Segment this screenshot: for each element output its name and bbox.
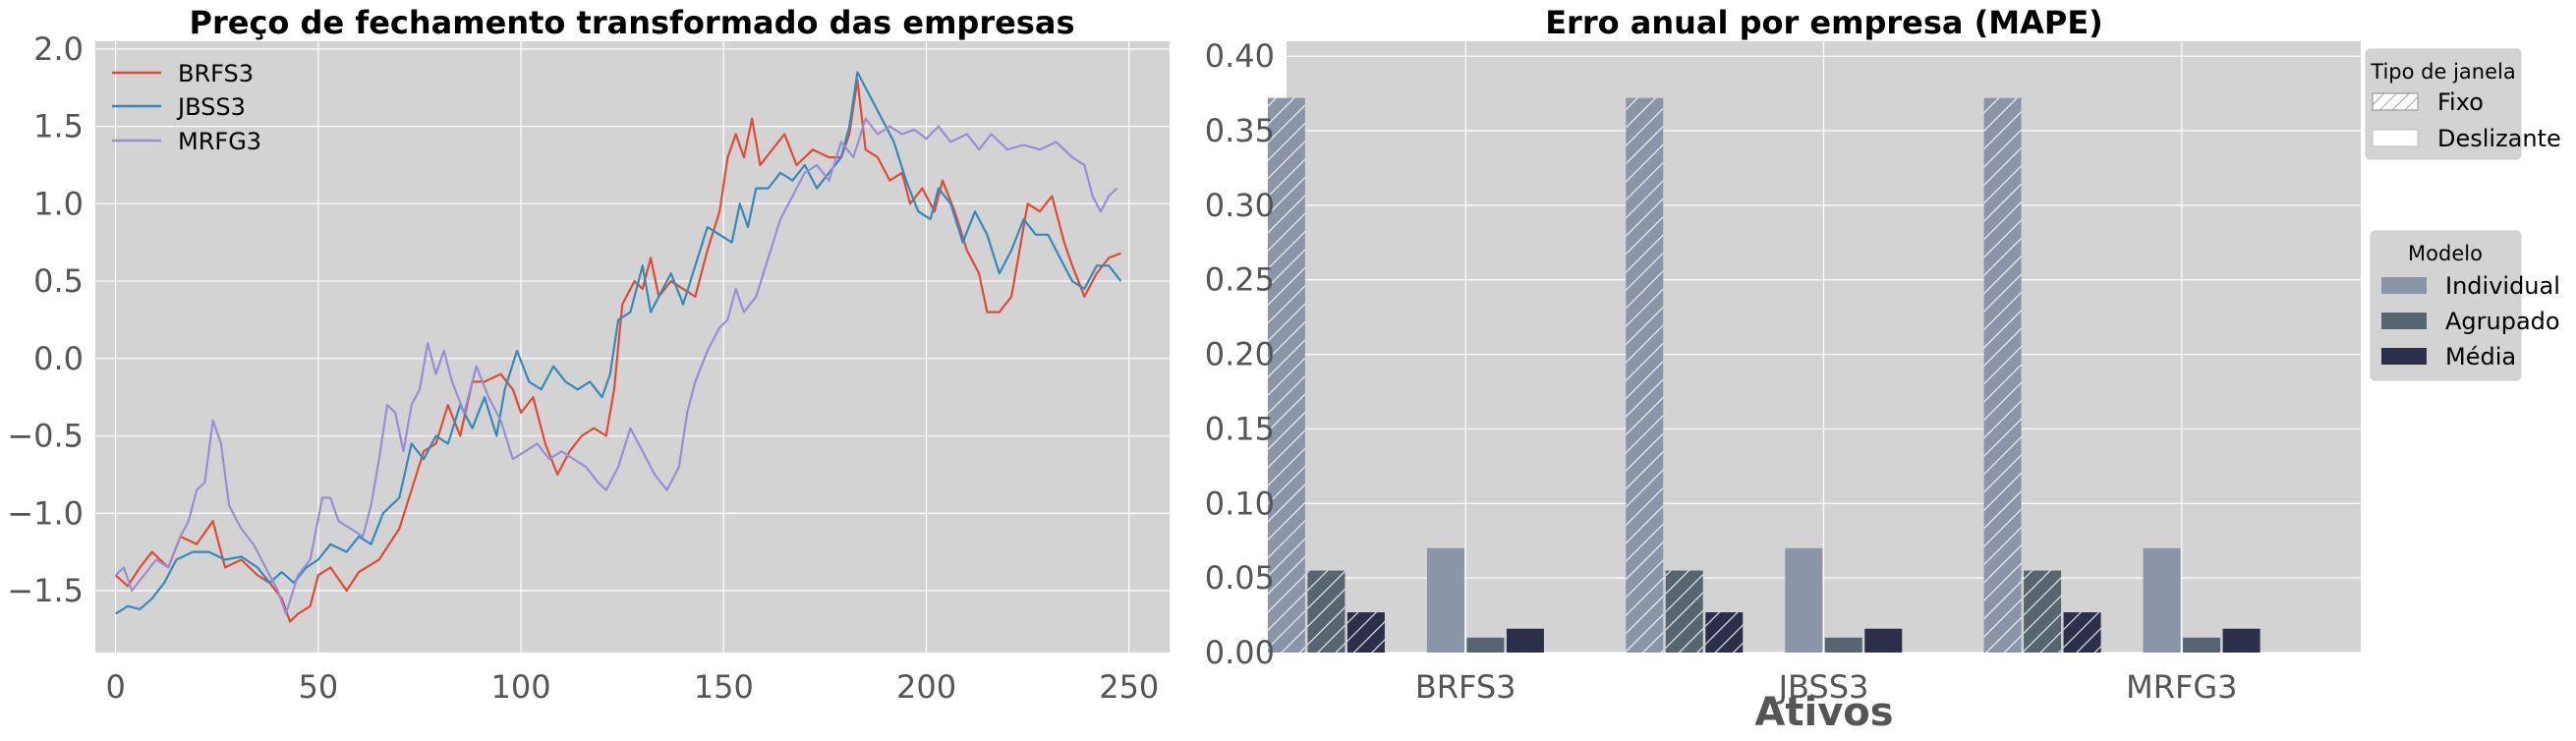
bar-mrfg3-deslizante-individual [2143, 547, 2181, 653]
y-tick-label: −1.5 [7, 572, 84, 609]
x-tick-label: 0 [105, 668, 125, 706]
legend-label-deslizante: Deslizante [2437, 125, 2561, 152]
legend-modelo: Modelo Individual Agrupado Média [2370, 230, 2560, 381]
legend-swatch-agrupado [2381, 313, 2427, 329]
bar-mrfg3-deslizante-agrupado [2183, 637, 2221, 653]
x-tick-label: 200 [896, 668, 956, 706]
bar-brfs3-deslizante-agrupado [1466, 637, 1505, 653]
legend-label-brfs3: BRFS3 [178, 60, 254, 87]
legend-tipo-janela: Tipo de janela Fixo Deslizante [2365, 48, 2561, 160]
y-tick-label: 0.35 [1205, 112, 1275, 149]
bar-mrfg3-deslizante-media [2222, 628, 2261, 653]
chart-title: Preço de fechamento transformado das emp… [190, 4, 1075, 41]
y-tick-label: −1.0 [7, 494, 84, 532]
x-axis-label: Ativos [1754, 690, 1893, 735]
bar-brfs3-fixo-individual-hatch [1267, 97, 1305, 653]
bars-group [1267, 97, 2261, 653]
series-line-mrfg3 [114, 117, 1118, 615]
legend-swatch-fixo-hatch [2373, 93, 2418, 110]
x-tick-label: 250 [1099, 668, 1159, 706]
bar-brfs3-fixo-media-hatch [1346, 612, 1385, 653]
bar-jbss3-fixo-media-hatch [1705, 612, 1744, 653]
legend-frame [2370, 230, 2522, 381]
bar-jbss3-fixo-individual-hatch [1626, 97, 1664, 653]
bar-brfs3-deslizante-individual [1426, 547, 1464, 653]
bar-mrfg3-fixo-individual-hatch [1983, 97, 2022, 653]
y-tick-label: 0.05 [1205, 559, 1275, 597]
legend-title: Modelo [2408, 242, 2483, 265]
y-tick-label: 0.5 [33, 262, 84, 300]
bar-jbss3-deslizante-agrupado [1824, 637, 1862, 653]
x-tick-label: 150 [694, 668, 754, 706]
bar-mrfg3-fixo-media-hatch [2063, 612, 2101, 653]
bar-jbss3-fixo-agrupado-hatch [1665, 570, 1703, 653]
grid [1287, 41, 2361, 654]
bar-chart: 0.00 0.05 0.10 0.15 0.20 0.25 0.30 0.35 0.40 BRFS… [1205, 4, 2561, 735]
legend-swatch-media [2381, 348, 2427, 365]
legend-label-jbss3: JBSS3 [176, 93, 246, 121]
chart-title: Erro anual por empresa (MAPE) [1545, 4, 2103, 41]
series-line-jbss3 [115, 71, 1122, 615]
y-tick-label: 0.30 [1205, 187, 1275, 224]
series-line-brfs3 [114, 79, 1121, 623]
line-chart: 0 50 100 150 200 250 −1.5 −1.0 −0.5 0.0 0.5 1.0 1.5 2… [7, 4, 1170, 706]
legend-label-fixo: Fixo [2437, 88, 2484, 116]
x-tick-label: 100 [491, 668, 551, 706]
grid [95, 41, 1170, 653]
series-group [114, 71, 1122, 623]
y-tick-label: 0.25 [1205, 261, 1275, 299]
legend-label-individual: Individual [2445, 272, 2560, 300]
bar-brfs3-deslizante-media [1506, 628, 1544, 653]
x-tick-label-brfs3: BRFS3 [1415, 668, 1517, 706]
bar-jbss3-deslizante-individual [1785, 547, 1823, 653]
y-tick-label: −0.5 [7, 418, 84, 455]
y-tick-label: 0.00 [1205, 634, 1275, 671]
x-tick-label: 50 [298, 668, 338, 706]
tick-labels: 0.00 0.05 0.10 0.15 0.20 0.25 0.30 0.35 0.40 BRFS… [1205, 37, 2238, 706]
legend: BRFS3 JBSS3 MRFG3 [112, 60, 261, 155]
bar-mrfg3-fixo-agrupado-hatch [2024, 570, 2062, 653]
y-tick-label: 0.15 [1205, 410, 1275, 447]
legend-label-media: Média [2445, 343, 2516, 370]
legend-label-mrfg3: MRFG3 [178, 128, 261, 155]
y-tick-label: 2.0 [33, 30, 84, 68]
y-tick-label: 0.40 [1205, 37, 1275, 75]
bar-jbss3-deslizante-media [1864, 628, 1903, 653]
legend-swatch-deslizante [2372, 129, 2419, 147]
x-tick-label-mrfg3: MRFG3 [2126, 668, 2237, 706]
y-tick-label: 1.5 [33, 108, 84, 145]
y-tick-label: 1.0 [33, 185, 84, 222]
y-tick-label: 0.10 [1205, 484, 1275, 522]
plot-background [95, 41, 1170, 653]
y-tick-label: 0.20 [1205, 336, 1275, 373]
legend-swatch-individual [2381, 277, 2427, 294]
x-tick-label-jbss3: JBSS3 [1777, 668, 1869, 706]
y-tick-label: 0.0 [33, 340, 84, 377]
tick-labels: 0 50 100 150 200 250 −1.5 −1.0 −0.5 0.0 0.5 1.0 1.5 2… [7, 30, 1159, 706]
legend-title: Tipo de janela [2370, 60, 2515, 84]
legend-label-agrupado: Agrupado [2445, 308, 2560, 335]
bar-brfs3-fixo-agrupado-hatch [1307, 570, 1345, 653]
